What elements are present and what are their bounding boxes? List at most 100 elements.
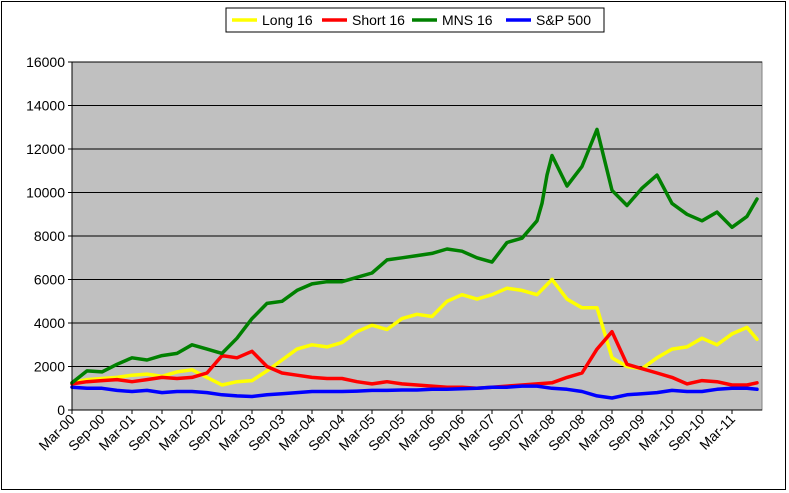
data-point-mns-16 [325, 280, 329, 283]
data-point-s-p-500 [160, 391, 164, 394]
data-point-mns-16 [445, 247, 449, 251]
data-point-mns-16 [340, 280, 344, 283]
data-point-mns-16 [235, 337, 239, 340]
data-point-s-p-500 [430, 388, 434, 391]
data-point-long-16 [325, 345, 329, 349]
data-point-s-p-500 [115, 389, 119, 392]
data-point-short-16 [295, 374, 299, 377]
data-point-mns-16 [490, 260, 494, 264]
data-point-s-p-500 [520, 384, 524, 388]
data-point-long-16 [670, 347, 674, 351]
data-point-long-16 [400, 317, 404, 320]
y-tick-label: 0 [57, 402, 65, 418]
data-point-s-p-500 [715, 388, 719, 391]
data-point-long-16 [220, 383, 224, 387]
data-point-mns-16 [625, 204, 629, 207]
data-point-s-p-500 [670, 389, 674, 392]
data-point-s-p-500 [535, 384, 539, 388]
data-point-mns-16 [220, 352, 224, 355]
data-point-short-16 [205, 371, 209, 375]
data-point-long-16 [730, 332, 734, 336]
data-point-long-16 [370, 324, 374, 327]
data-point-mns-16 [755, 197, 759, 201]
data-point-short-16 [550, 381, 554, 384]
data-point-short-16 [625, 363, 629, 366]
data-point-mns-16 [640, 187, 644, 190]
data-point-short-16 [250, 350, 254, 353]
y-tick-label: 8000 [34, 228, 65, 244]
data-point-s-p-500 [325, 390, 329, 393]
data-point-short-16 [730, 383, 734, 387]
data-point-short-16 [355, 380, 359, 383]
data-point-short-16 [190, 376, 194, 379]
data-point-s-p-500 [415, 388, 419, 392]
data-point-short-16 [265, 365, 269, 368]
data-point-mns-16 [205, 347, 209, 351]
data-point-mns-16 [130, 356, 134, 359]
data-point-mns-16 [670, 202, 674, 205]
data-point-short-16 [685, 382, 689, 386]
data-point-short-16 [85, 380, 89, 383]
data-point-s-p-500 [505, 386, 509, 389]
data-point-long-16 [145, 372, 149, 376]
data-point-long-16 [715, 343, 719, 346]
data-point-mns-16 [265, 302, 269, 305]
data-point-mns-16 [175, 352, 179, 355]
data-point-mns-16 [100, 370, 104, 374]
data-point-long-16 [475, 297, 479, 301]
data-point-short-16 [640, 367, 644, 370]
data-point-long-16 [295, 347, 299, 351]
data-point-s-p-500 [175, 390, 179, 393]
data-point-s-p-500 [100, 387, 104, 390]
data-point-long-16 [755, 338, 759, 341]
data-point-mns-16 [580, 165, 584, 168]
data-point-mns-16 [355, 276, 359, 279]
data-point-s-p-500 [445, 388, 449, 391]
data-point-mns-16 [430, 252, 434, 255]
data-point-short-16 [700, 379, 704, 382]
data-point-short-16 [385, 380, 389, 383]
data-point-long-16 [190, 368, 194, 371]
data-point-s-p-500 [460, 387, 464, 390]
data-point-long-16 [550, 278, 554, 281]
data-point-long-16 [505, 287, 509, 290]
data-point-long-16 [610, 356, 614, 359]
data-point-long-16 [385, 328, 389, 331]
data-point-s-p-500 [220, 393, 224, 396]
data-point-long-16 [340, 341, 344, 344]
data-point-short-16 [310, 376, 314, 379]
data-point-s-p-500 [700, 390, 704, 393]
data-point-short-16 [655, 371, 659, 375]
data-point-long-16 [595, 306, 599, 309]
data-point-mns-16 [550, 154, 554, 157]
data-point-mns-16 [545, 173, 549, 177]
data-point-long-16 [280, 358, 284, 362]
legend-label-short-16: Short 16 [352, 12, 405, 28]
series-layer [70, 127, 759, 400]
legend-label-long-16: Long 16 [262, 12, 313, 28]
data-point-short-16 [280, 371, 284, 375]
data-point-long-16 [130, 374, 134, 377]
data-point-s-p-500 [745, 387, 749, 390]
data-point-short-16 [595, 347, 599, 351]
data-point-mns-16 [160, 354, 164, 357]
data-point-mns-16 [310, 282, 314, 286]
data-point-long-16 [745, 326, 749, 329]
data-point-long-16 [460, 293, 464, 296]
data-point-long-16 [535, 293, 539, 296]
data-point-mns-16 [715, 210, 719, 214]
data-point-long-16 [565, 297, 569, 301]
data-point-long-16 [655, 356, 659, 359]
data-point-mns-16 [655, 173, 659, 177]
data-point-mns-16 [540, 202, 544, 205]
data-point-s-p-500 [235, 394, 239, 398]
data-point-long-16 [265, 369, 269, 373]
data-point-long-16 [205, 376, 209, 379]
data-point-mns-16 [520, 237, 524, 240]
data-point-short-16 [610, 330, 614, 333]
data-point-mns-16 [145, 358, 149, 362]
legend: Long 16 Short 16 MNS 16 S&P 500 [225, 7, 605, 33]
data-point-mns-16 [415, 254, 419, 257]
data-point-mns-16 [745, 215, 749, 218]
data-point-s-p-500 [400, 388, 404, 392]
